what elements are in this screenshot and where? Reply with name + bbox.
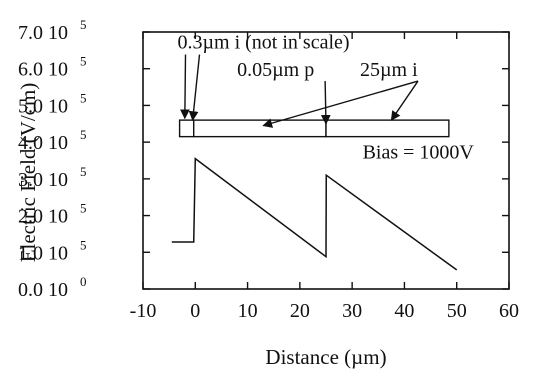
y-tick-label: 0.0 10 [18, 279, 68, 301]
x-tick-label: 40 [394, 300, 414, 322]
y-tick-label: 3.0 10 [18, 169, 68, 191]
x-axis-label: Distance (µm) [265, 345, 386, 369]
annotation-arrow [262, 80, 419, 128]
x-tick-label: 30 [342, 300, 362, 322]
x-tick-label: 50 [447, 300, 467, 322]
x-axis: -10 0 10 20 30 40 50 60 [130, 32, 519, 322]
annotation-label: 0.05µm p [237, 59, 314, 81]
y-tick-exponent: 5 [80, 127, 87, 142]
layer-box [193, 119, 327, 138]
layer-boxes [178, 119, 450, 138]
y-tick-exponent: 5 [80, 201, 87, 216]
field-profile-line [171, 157, 458, 271]
y-tick-label: 2.0 10 [18, 206, 68, 228]
y-tick-exponent: 5 [80, 54, 87, 69]
plot-frame [142, 31, 510, 290]
annotation-label: 25µm i [360, 59, 418, 81]
layer-box [325, 119, 450, 138]
annotation-arrow [320, 81, 331, 125]
x-tick-label: 10 [238, 300, 258, 322]
annotation-arrow [390, 80, 419, 121]
y-tick-label: 6.0 10 [18, 59, 68, 81]
y-tick-exponent: 5 [80, 164, 87, 179]
x-tick-label: -10 [130, 300, 157, 322]
annotation-arrow [188, 54, 201, 122]
annotations: 0.3µm i (not in scale) 0.05µm p 25µm i Bias… [178, 32, 475, 164]
x-tick-label: 0 [190, 300, 200, 322]
y-tick-label: 7.0 10 [18, 22, 68, 44]
y-axis: 0.0 10 0 1.0 10 5 2.0 10 5 3.0 10 5 4.0 10 5 5.0 1… [18, 17, 509, 301]
y-tick-label: 4.0 10 [18, 132, 68, 154]
y-tick-label: 1.0 10 [18, 242, 68, 264]
x-tick-label: 60 [499, 300, 519, 322]
x-tick-label: 20 [290, 300, 310, 322]
y-tick-exponent: 5 [80, 90, 87, 105]
y-axis-label: Electric Field (V/cm) [16, 83, 40, 263]
y-tick-label: 5.0 10 [18, 95, 68, 117]
annotation-label: Bias = 1000V [363, 142, 475, 164]
y-tick-exponent: 0 [80, 274, 87, 289]
layer-box [178, 119, 195, 138]
annotation-arrow [180, 54, 190, 120]
y-tick-exponent: 5 [80, 237, 87, 252]
annotation-label: 0.3µm i (not in scale) [178, 32, 350, 54]
y-tick-exponent: 5 [80, 17, 87, 32]
series-group [171, 157, 458, 271]
